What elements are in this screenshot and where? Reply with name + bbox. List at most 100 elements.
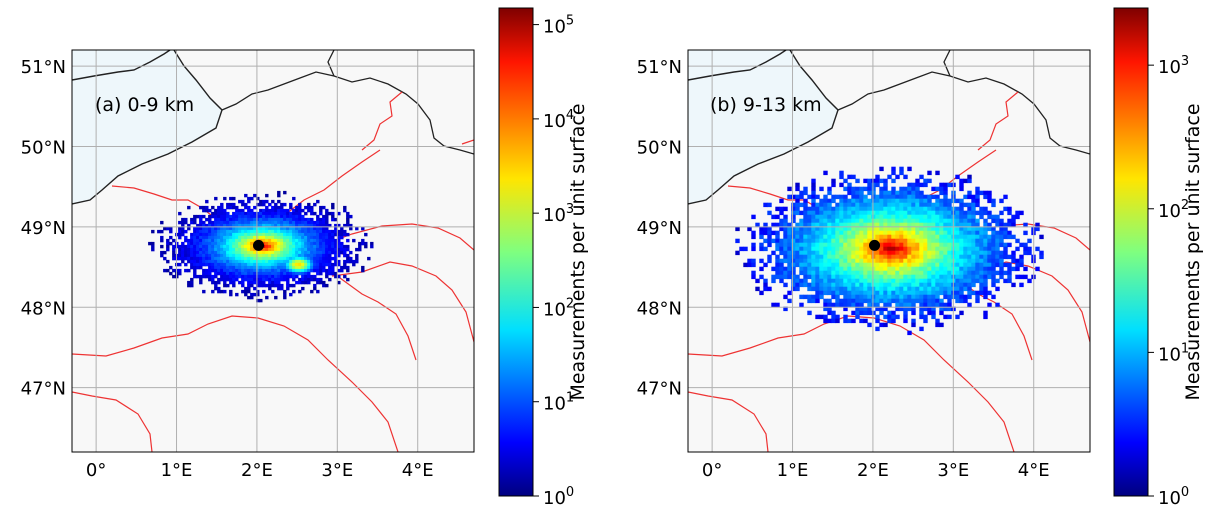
density-cell [927, 290, 932, 296]
density-cell [939, 238, 944, 244]
density-cell [975, 186, 980, 192]
density-cell [867, 210, 872, 216]
density-cell [274, 214, 278, 219]
density-cell [265, 274, 269, 279]
density-cell [196, 259, 200, 264]
density-cell [193, 232, 197, 237]
density-cell [322, 217, 326, 222]
density-cell [217, 250, 221, 255]
density-cell [307, 205, 311, 210]
density-cell [799, 254, 804, 260]
density-cell [361, 238, 365, 243]
density-cell [859, 202, 864, 208]
density-cell [847, 174, 852, 180]
lat-tick-label: 48°N [21, 298, 66, 319]
density-cell [799, 210, 804, 216]
density-cell [244, 217, 248, 222]
density-cell [298, 202, 302, 207]
density-cell [271, 238, 275, 243]
density-cell [903, 214, 908, 220]
density-cell [244, 235, 248, 240]
density-cell [979, 262, 984, 268]
colorbar-tick-label: 101 [543, 391, 574, 415]
density-cell [887, 206, 892, 212]
density-cell [883, 246, 888, 252]
density-cell [274, 205, 278, 210]
density-cell [983, 254, 988, 260]
density-cell [899, 210, 904, 216]
density-cell [349, 259, 353, 264]
density-cell [1007, 278, 1012, 284]
density-cell [223, 268, 227, 273]
density-cell [919, 182, 924, 188]
density-cell [304, 229, 308, 234]
density-cell [935, 322, 940, 328]
density-cell [799, 190, 804, 196]
density-cell [307, 274, 311, 279]
density-cell [991, 218, 996, 224]
density-cell [190, 259, 194, 264]
density-cell [184, 247, 188, 252]
density-cell [987, 234, 992, 240]
density-cell [967, 262, 972, 268]
density-cell [199, 247, 203, 252]
density-cell [304, 280, 308, 285]
density-cell [883, 306, 888, 312]
density-cell [947, 238, 952, 244]
density-cell [895, 238, 900, 244]
density-cell [283, 253, 287, 258]
density-cell [1023, 246, 1028, 252]
density-cell [286, 241, 290, 246]
density-cell [307, 232, 311, 237]
density-cell [915, 226, 920, 232]
density-cell [1003, 234, 1008, 240]
density-cell [262, 229, 266, 234]
river-aube-a [339, 277, 417, 361]
density-cell [899, 278, 904, 284]
density-cell [835, 210, 840, 216]
density-cell [283, 295, 287, 300]
density-cell [1011, 258, 1016, 264]
density-cell [325, 262, 329, 267]
density-cell [931, 214, 936, 220]
density-cell [193, 226, 197, 231]
density-cell [277, 235, 281, 240]
density-cell [851, 222, 856, 228]
density-cell [220, 250, 224, 255]
density-cell [292, 253, 296, 258]
density-cell [316, 226, 320, 231]
density-cell [301, 223, 305, 228]
density-cell [1011, 234, 1016, 240]
density-cell [358, 244, 362, 249]
density-cell [959, 278, 964, 284]
density-cell [851, 206, 856, 212]
density-cell [923, 294, 928, 300]
density-cell [927, 274, 932, 280]
density-cell [214, 259, 218, 264]
density-cell [244, 289, 248, 294]
density-cell [795, 206, 800, 212]
density-cell [316, 289, 320, 294]
density-cell [799, 226, 804, 232]
density-cell [943, 194, 948, 200]
density-cell [325, 244, 329, 249]
density-cell [334, 271, 338, 276]
density-cell [959, 286, 964, 292]
density-cell [955, 222, 960, 228]
density-cell [235, 253, 239, 258]
density-cell [931, 194, 936, 200]
density-cell [891, 234, 896, 240]
density-cell [319, 247, 323, 252]
density-cell [304, 217, 308, 222]
density-cell [931, 210, 936, 216]
density-cell [883, 186, 888, 192]
density-cell [205, 271, 209, 276]
density-cell [879, 190, 884, 196]
border-lux-b [943, 50, 951, 77]
density-cell [241, 202, 245, 207]
density-cell [301, 262, 305, 267]
density-cell [277, 232, 281, 237]
density-cell [939, 306, 944, 312]
density-cell [1039, 254, 1044, 260]
